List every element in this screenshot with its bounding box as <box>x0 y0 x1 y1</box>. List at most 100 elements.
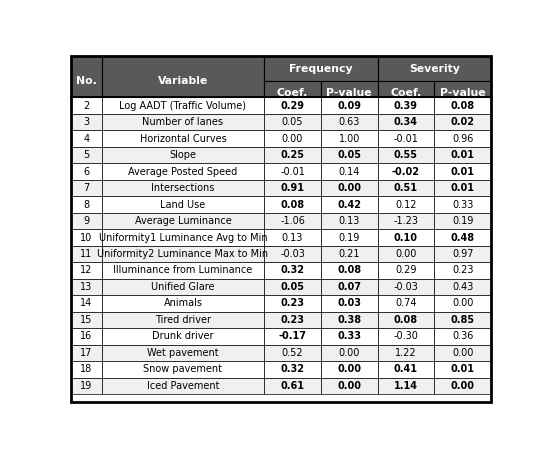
Text: 0.63: 0.63 <box>339 117 360 127</box>
Text: Tired driver: Tired driver <box>155 315 211 325</box>
Text: Snow pavement: Snow pavement <box>144 365 222 375</box>
Text: 0.36: 0.36 <box>452 331 473 341</box>
Bar <box>102 345 264 361</box>
Bar <box>264 114 321 130</box>
Bar <box>71 56 102 106</box>
Text: Unified Glare: Unified Glare <box>151 282 215 292</box>
Bar <box>321 262 378 279</box>
Text: Frequency: Frequency <box>289 64 353 74</box>
Text: Coef.: Coef. <box>390 89 421 99</box>
Bar <box>321 196 378 213</box>
Text: 0.00: 0.00 <box>452 348 473 358</box>
Text: Log AADT (Traffic Volume): Log AADT (Traffic Volume) <box>119 101 247 111</box>
Bar <box>102 378 264 394</box>
Bar <box>71 163 102 180</box>
Bar <box>264 98 321 114</box>
Text: 0.00: 0.00 <box>337 381 361 391</box>
Bar <box>321 98 378 114</box>
Text: Illuminance from Luminance: Illuminance from Luminance <box>113 266 253 276</box>
Text: No.: No. <box>76 76 96 86</box>
Bar <box>435 163 491 180</box>
Bar <box>264 312 321 328</box>
Text: 0.32: 0.32 <box>281 365 305 375</box>
Text: 0.01: 0.01 <box>450 167 475 177</box>
Text: 1.22: 1.22 <box>395 348 417 358</box>
Bar <box>71 180 102 196</box>
Bar <box>264 196 321 213</box>
Text: 0.00: 0.00 <box>450 381 475 391</box>
Bar <box>321 328 378 345</box>
Text: 0.05: 0.05 <box>337 150 361 160</box>
Bar <box>435 114 491 130</box>
Bar <box>378 229 435 246</box>
Text: Wet pavement: Wet pavement <box>147 348 219 358</box>
Bar <box>378 147 435 163</box>
Bar <box>435 81 491 106</box>
Bar <box>71 196 102 213</box>
Text: -0.01: -0.01 <box>280 167 305 177</box>
Text: 8: 8 <box>83 200 89 210</box>
Bar <box>264 279 321 295</box>
Text: 0.74: 0.74 <box>395 298 416 308</box>
Bar <box>71 213 102 229</box>
Bar <box>321 295 378 312</box>
Bar <box>321 180 378 196</box>
Text: 0.05: 0.05 <box>281 282 305 292</box>
Text: -0.17: -0.17 <box>278 331 306 341</box>
Bar <box>435 180 491 196</box>
Text: -0.30: -0.30 <box>393 331 419 341</box>
Text: 0.08: 0.08 <box>281 200 305 210</box>
Text: 0.55: 0.55 <box>394 150 418 160</box>
Bar <box>102 328 264 345</box>
Bar <box>71 246 102 262</box>
Text: -0.03: -0.03 <box>280 249 305 259</box>
Text: 0.02: 0.02 <box>450 117 475 127</box>
Bar <box>71 279 102 295</box>
Text: 0.01: 0.01 <box>450 150 475 160</box>
Bar <box>435 229 491 246</box>
Bar <box>378 81 435 106</box>
Text: 6: 6 <box>83 167 89 177</box>
Text: 0.12: 0.12 <box>395 200 416 210</box>
Bar <box>264 345 321 361</box>
Text: 0.01: 0.01 <box>450 183 475 193</box>
Bar <box>102 213 264 229</box>
Text: 0.97: 0.97 <box>452 249 473 259</box>
Text: 0.00: 0.00 <box>452 298 473 308</box>
Bar <box>435 213 491 229</box>
Bar <box>71 312 102 328</box>
Bar <box>378 312 435 328</box>
Text: Uniformity1 Luminance Avg to Min: Uniformity1 Luminance Avg to Min <box>99 232 267 242</box>
Bar <box>71 378 102 394</box>
Text: 0.00: 0.00 <box>395 249 416 259</box>
Text: 0.29: 0.29 <box>395 266 416 276</box>
Text: 0.48: 0.48 <box>450 232 475 242</box>
Bar <box>102 163 264 180</box>
Bar <box>102 130 264 147</box>
Text: 0.29: 0.29 <box>281 101 305 111</box>
Text: 14: 14 <box>80 298 92 308</box>
Bar <box>102 295 264 312</box>
Text: 0.33: 0.33 <box>452 200 473 210</box>
Bar <box>378 378 435 394</box>
Text: 0.08: 0.08 <box>394 315 418 325</box>
Bar <box>435 130 491 147</box>
Text: 0.08: 0.08 <box>337 266 361 276</box>
Bar <box>102 246 264 262</box>
Bar <box>264 328 321 345</box>
Text: 0.00: 0.00 <box>337 365 361 375</box>
Text: 0.41: 0.41 <box>394 365 418 375</box>
Text: 0.19: 0.19 <box>339 232 360 242</box>
Text: 10: 10 <box>80 232 92 242</box>
Text: 9: 9 <box>83 216 89 226</box>
Bar <box>264 163 321 180</box>
Bar <box>71 295 102 312</box>
Bar <box>102 196 264 213</box>
Text: 0.21: 0.21 <box>339 249 360 259</box>
Text: 1.14: 1.14 <box>394 381 418 391</box>
Bar <box>264 229 321 246</box>
Bar <box>435 378 491 394</box>
Text: 0.09: 0.09 <box>337 101 361 111</box>
Text: -0.03: -0.03 <box>393 282 419 292</box>
Text: 0.52: 0.52 <box>282 348 304 358</box>
